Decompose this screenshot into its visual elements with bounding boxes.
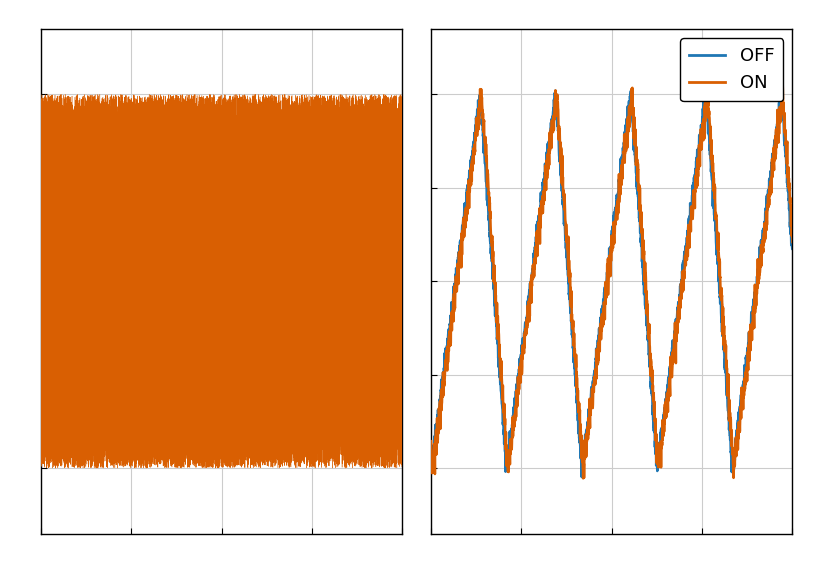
Legend: OFF, ON: OFF, ON (681, 38, 784, 101)
